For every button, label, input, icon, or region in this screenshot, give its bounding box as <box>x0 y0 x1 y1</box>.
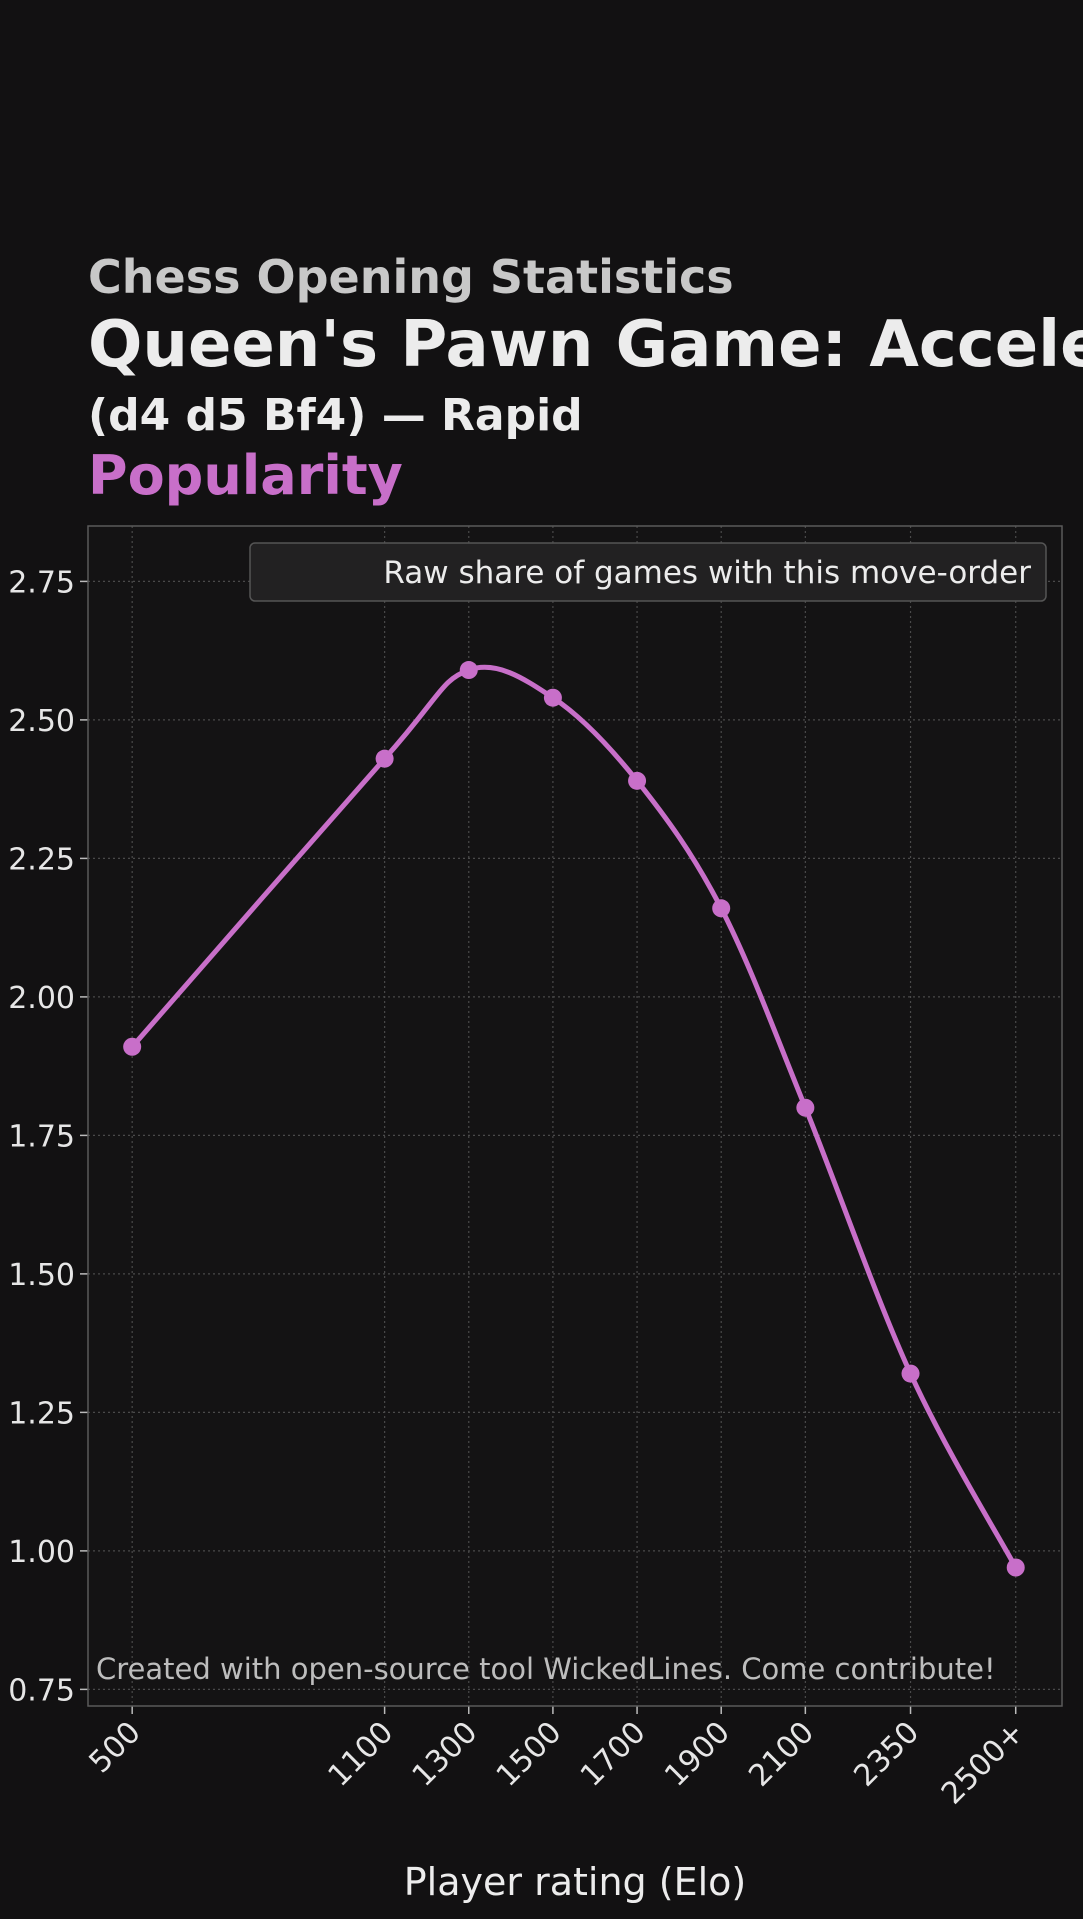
x-tick-label: 2350 <box>847 1715 926 1794</box>
data-point <box>628 771 647 790</box>
x-tick-label: 500 <box>83 1715 148 1780</box>
y-tick-label: 1.50 <box>8 1258 75 1293</box>
data-point <box>459 661 478 680</box>
plot-area-background <box>88 526 1062 1706</box>
data-point <box>375 749 394 768</box>
x-tick-label: 1900 <box>658 1715 737 1794</box>
y-tick-label: 1.75 <box>8 1119 75 1154</box>
chart-subtitle: (d4 d5 Bf4) — Rapid <box>88 390 583 441</box>
x-tick-label: 1300 <box>406 1715 485 1794</box>
x-axis-ticks: 500 1100 1300 1500 1700 1900 2100 2350 2500+ <box>83 1706 1032 1812</box>
x-tick-label: 2100 <box>742 1715 821 1794</box>
data-point <box>901 1364 920 1383</box>
data-point <box>543 688 562 707</box>
chart-header: Chess Opening Statistics Queen's Pawn Ga… <box>0 0 1083 520</box>
chart-metric-title: Popularity <box>88 444 403 507</box>
chart-title: Queen's Pawn Game: Accele <box>88 308 1083 382</box>
y-tick-label: 1.25 <box>8 1396 75 1431</box>
y-axis-ticks: 0.75 1.00 1.25 1.50 1.75 2.00 2.25 2.50 2.75 <box>8 565 88 1708</box>
data-point <box>796 1098 815 1117</box>
legend-entry: Raw share of games with this move-order <box>383 555 1031 591</box>
x-axis-label: Player rating (Elo) <box>404 1860 746 1904</box>
chart-supertitle: Chess Opening Statistics <box>88 250 734 304</box>
y-tick-label: 2.50 <box>8 704 75 739</box>
x-tick-label: 1500 <box>490 1715 569 1794</box>
legend-box <box>249 542 1047 602</box>
data-point <box>712 899 731 918</box>
plot-frame <box>87 525 1063 1707</box>
x-tick-label: 2500+ <box>935 1715 1032 1812</box>
y-tick-label: 2.75 <box>8 565 75 600</box>
legend: Raw share of games with this move-order <box>249 542 1047 602</box>
y-tick-label: 2.00 <box>8 981 75 1016</box>
data-point <box>1006 1558 1025 1577</box>
y-tick-label: 0.75 <box>8 1673 75 1708</box>
data-points <box>123 661 1025 1577</box>
watermark-annotation: Created with open-source tool WickedLine… <box>96 1652 996 1686</box>
data-point <box>123 1037 142 1056</box>
x-tick-label: 1100 <box>322 1715 401 1794</box>
y-tick-label: 2.25 <box>8 842 75 877</box>
y-tick-label: 1.00 <box>8 1535 75 1570</box>
x-tick-label: 1700 <box>574 1715 653 1794</box>
